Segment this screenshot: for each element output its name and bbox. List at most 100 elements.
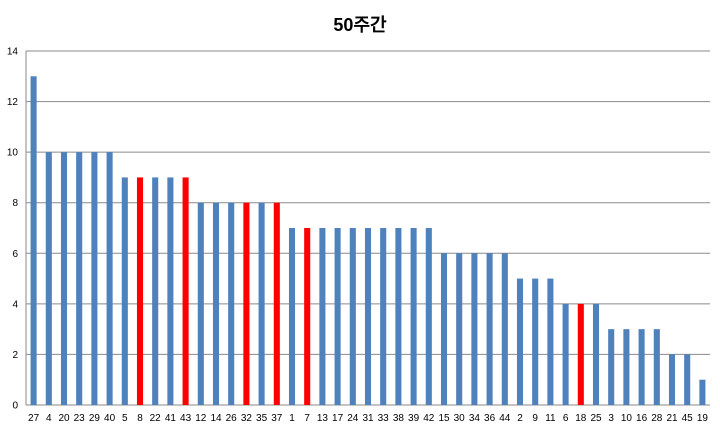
x-tick-label: 11 bbox=[545, 413, 556, 424]
x-tick-label: 44 bbox=[499, 413, 511, 424]
x-tick-label: 2 bbox=[517, 413, 523, 424]
bar-24 bbox=[349, 228, 356, 405]
x-tick-label: 21 bbox=[666, 413, 678, 424]
bar-22 bbox=[152, 177, 159, 405]
bar-44 bbox=[501, 253, 508, 405]
bar-2 bbox=[516, 278, 524, 405]
x-tick-label: 6 bbox=[563, 413, 569, 424]
x-tick-label: 38 bbox=[393, 413, 405, 424]
bars bbox=[30, 76, 706, 406]
x-tick-label: 25 bbox=[590, 413, 602, 424]
bar-4 bbox=[45, 152, 52, 405]
x-tick-label: 33 bbox=[378, 413, 390, 424]
x-tick-label: 26 bbox=[226, 413, 238, 424]
bar-29 bbox=[91, 152, 98, 405]
x-tick-label: 24 bbox=[347, 413, 359, 424]
bar-30 bbox=[456, 253, 463, 405]
x-axis-ticks: 27 4 20 23 29 40 5 8 22 41 43 12 14 26 32 35 37 1 7 13 17 24 3… bbox=[28, 413, 708, 424]
x-tick-label: 45 bbox=[682, 413, 694, 424]
x-tick-label: 35 bbox=[256, 413, 268, 424]
bar-5 bbox=[121, 177, 128, 405]
bar-31 bbox=[364, 228, 372, 405]
y-tick-label: 0 bbox=[12, 401, 18, 412]
x-tick-label: 42 bbox=[423, 413, 435, 424]
y-tick-label: 12 bbox=[7, 97, 19, 108]
bar-23 bbox=[76, 152, 83, 405]
bar-15 bbox=[440, 253, 448, 405]
bar-33 bbox=[380, 228, 387, 405]
bar-10 bbox=[623, 329, 630, 405]
x-tick-label: 1 bbox=[289, 413, 295, 424]
bar-17 bbox=[334, 228, 341, 405]
bar-40 bbox=[106, 152, 113, 405]
y-tick-label: 6 bbox=[12, 249, 18, 260]
bar-20 bbox=[60, 152, 68, 405]
bar-34 bbox=[471, 253, 478, 405]
x-tick-label: 30 bbox=[454, 413, 466, 424]
bar-43 bbox=[182, 177, 189, 405]
bar-19 bbox=[699, 379, 706, 405]
y-tick-label: 14 bbox=[7, 47, 19, 58]
x-tick-label: 22 bbox=[150, 413, 162, 424]
bar-3 bbox=[608, 329, 615, 405]
x-tick-label: 7 bbox=[304, 413, 310, 424]
x-tick-label: 5 bbox=[122, 413, 128, 424]
x-tick-label: 29 bbox=[89, 413, 101, 424]
y-tick-label: 8 bbox=[12, 198, 18, 209]
bar-1 bbox=[288, 228, 296, 405]
bar-13 bbox=[319, 228, 326, 405]
bar-16 bbox=[638, 329, 645, 405]
bar-42 bbox=[425, 228, 432, 405]
bar-12 bbox=[197, 202, 204, 405]
y-tick-label: 2 bbox=[12, 350, 18, 361]
bar-37 bbox=[273, 202, 280, 405]
x-tick-label: 18 bbox=[575, 413, 587, 424]
x-tick-label: 27 bbox=[28, 413, 40, 424]
bar-18 bbox=[577, 303, 584, 405]
bar-26 bbox=[228, 202, 235, 405]
bar-35 bbox=[258, 202, 265, 405]
bar-28 bbox=[653, 329, 660, 405]
x-tick-label: 37 bbox=[271, 413, 283, 424]
x-tick-label: 32 bbox=[241, 413, 253, 424]
x-tick-label: 20 bbox=[58, 413, 70, 424]
x-tick-label: 19 bbox=[697, 413, 709, 424]
y-axis-ticks: 0 2 4 6 8 10 12 14 bbox=[7, 47, 19, 412]
x-tick-label: 40 bbox=[104, 413, 116, 424]
x-tick-label: 3 bbox=[608, 413, 614, 424]
bar-6 bbox=[562, 303, 569, 405]
bar-32 bbox=[243, 202, 250, 405]
bar-38 bbox=[395, 228, 402, 405]
bar-7 bbox=[304, 228, 311, 405]
x-tick-label: 16 bbox=[636, 413, 648, 424]
y-tick-label: 4 bbox=[12, 299, 18, 310]
x-tick-label: 10 bbox=[621, 413, 633, 424]
x-tick-label: 13 bbox=[317, 413, 329, 424]
x-tick-label: 39 bbox=[408, 413, 420, 424]
bar-9 bbox=[532, 278, 539, 405]
x-tick-label: 34 bbox=[469, 413, 481, 424]
bar-11 bbox=[547, 278, 554, 405]
x-tick-label: 15 bbox=[438, 413, 450, 424]
bar-27 bbox=[30, 76, 37, 406]
bar-25 bbox=[592, 303, 600, 405]
bar-14 bbox=[212, 202, 220, 405]
x-tick-label: 36 bbox=[484, 413, 496, 424]
bar-39 bbox=[410, 228, 417, 405]
bar-45 bbox=[684, 354, 691, 405]
chart-title: 50주간 bbox=[333, 15, 387, 35]
bar-41 bbox=[167, 177, 174, 405]
y-tick-label: 10 bbox=[7, 148, 19, 159]
x-tick-label: 23 bbox=[74, 413, 86, 424]
x-tick-label: 4 bbox=[46, 413, 52, 424]
x-tick-label: 8 bbox=[137, 413, 143, 424]
x-tick-label: 12 bbox=[195, 413, 207, 424]
bar-21 bbox=[668, 354, 676, 405]
bar-36 bbox=[486, 253, 493, 405]
x-tick-label: 41 bbox=[165, 413, 177, 424]
x-tick-label: 28 bbox=[651, 413, 663, 424]
x-tick-label: 31 bbox=[362, 413, 374, 424]
x-tick-label: 17 bbox=[332, 413, 344, 424]
